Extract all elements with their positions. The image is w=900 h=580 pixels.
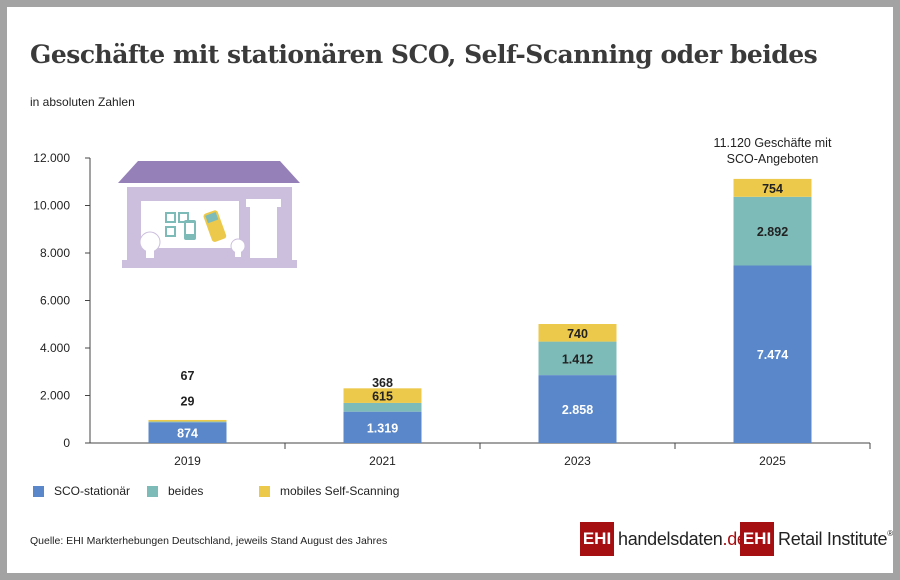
data-label: 368 xyxy=(372,376,393,390)
bar-2025-2 xyxy=(733,178,812,197)
ehi-retail-institute-logo[interactable]: EHI Retail Institute® xyxy=(740,522,893,556)
bar-2023-0 xyxy=(538,375,617,443)
legend-item-mobiles-self-scanning: mobiles Self-Scanning xyxy=(259,484,399,498)
y-tick-label: 12.000 xyxy=(33,151,70,165)
total-annotation: SCO-Angeboten xyxy=(727,152,819,166)
registered-mark: ® xyxy=(887,528,893,538)
bar-2023-1 xyxy=(538,341,617,376)
data-label: 740 xyxy=(567,327,588,341)
legend-label: mobiles Self-Scanning xyxy=(280,484,400,498)
legend-swatch xyxy=(33,485,44,497)
x-tick-label: 2023 xyxy=(564,454,591,468)
ehi-logo-mark: EHI xyxy=(580,522,614,556)
legend-swatch xyxy=(259,485,270,497)
data-label: 29 xyxy=(181,395,195,409)
ehi-logo-mark: EHI xyxy=(740,522,774,556)
bar-2019-2 xyxy=(148,419,227,422)
legend-item-beides: beides xyxy=(147,484,203,498)
x-tick-label: 2021 xyxy=(369,454,396,468)
legend-label: beides xyxy=(168,484,204,498)
source-note: Quelle: EHI Markterhebungen Deutschland,… xyxy=(30,535,388,547)
y-tick-label: 8.000 xyxy=(40,246,70,260)
legend-swatch xyxy=(147,485,158,497)
y-tick-label: 4.000 xyxy=(40,341,70,355)
data-label: 615 xyxy=(372,390,393,404)
data-label: 67 xyxy=(181,369,195,383)
bar-2025-0 xyxy=(733,265,812,443)
logo-text: handelsdaten xyxy=(618,528,723,549)
y-tick-label: 0 xyxy=(63,436,70,450)
data-label: 754 xyxy=(762,182,783,196)
chart-subtitle: in absoluten Zahlen xyxy=(30,95,135,109)
data-label: 2.892 xyxy=(757,225,788,239)
x-tick-label: 2025 xyxy=(759,454,786,468)
bar-2023-2 xyxy=(538,324,617,342)
bar-2025-1 xyxy=(733,196,812,266)
bar-2021-0 xyxy=(343,411,422,443)
y-tick-label: 10.000 xyxy=(33,199,70,213)
bar-2019-1 xyxy=(148,421,227,423)
data-label: 1.319 xyxy=(367,421,398,435)
bar-2021-2 xyxy=(343,388,422,403)
handelsdaten-logo[interactable]: EHI handelsdaten.de xyxy=(580,522,747,556)
y-tick-label: 2.000 xyxy=(40,389,70,403)
data-label: 7.474 xyxy=(757,348,788,362)
bar-2021-1 xyxy=(343,402,422,412)
data-label: 874 xyxy=(177,427,198,441)
data-label: 1.412 xyxy=(562,352,593,366)
legend-item-sco-stationaer: SCO-stationär xyxy=(33,484,130,498)
store-illustration-icon xyxy=(118,161,300,268)
logo-text: Retail Institute xyxy=(778,528,888,549)
total-annotation: 11.120 Geschäfte mit xyxy=(714,136,832,150)
chart-title: Geschäfte mit stationären SCO, Self-Scan… xyxy=(30,40,818,69)
legend-label: SCO-stationär xyxy=(54,484,131,498)
bar-2019-0 xyxy=(148,422,227,443)
y-tick-label: 6.000 xyxy=(40,294,70,308)
x-tick-label: 2019 xyxy=(174,454,201,468)
data-label: 2.858 xyxy=(562,403,593,417)
